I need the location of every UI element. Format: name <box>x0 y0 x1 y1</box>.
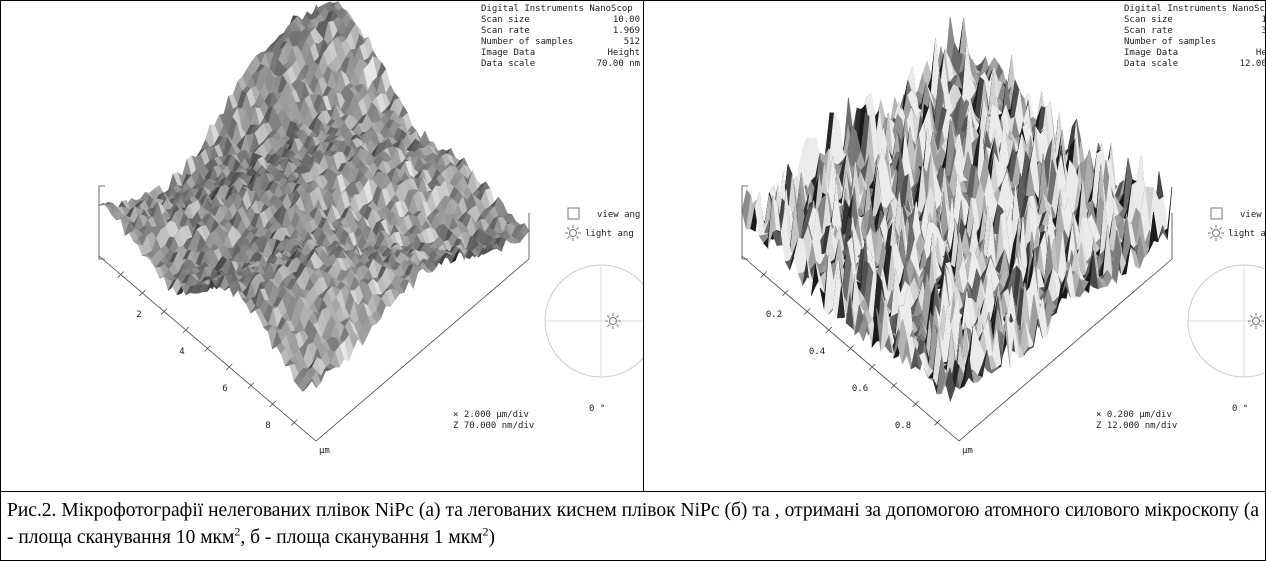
scale-label: Z 70.000 nm/div <box>453 421 534 431</box>
tick-label: 6 <box>222 384 227 394</box>
tick-label: 4 <box>179 347 184 357</box>
scale-label: × 0.200 µm/div <box>1096 410 1172 420</box>
sun-ray <box>567 237 569 239</box>
header-key: Scan size <box>481 15 530 25</box>
light-label: light ang <box>585 229 634 239</box>
header-key: Data scale <box>1124 59 1178 69</box>
header-value: 70.00 nm <box>597 59 640 69</box>
figure-row: 2 4 6 8 µm × 2.000 µm/divZ 70.000 nm/div Digit… <box>1 1 1265 492</box>
tick-label: 2 <box>136 310 141 320</box>
view-icon <box>568 208 579 219</box>
angle-label: 0 ° <box>589 404 605 414</box>
sun-ray <box>617 325 619 327</box>
tick-label: 8 <box>265 421 270 431</box>
header-value: 1.969 <box>613 26 640 36</box>
header-value: Height <box>607 48 640 58</box>
axis-unit: µm <box>962 446 973 456</box>
sun-ray <box>607 325 609 327</box>
tick-label: 0.8 <box>895 421 911 431</box>
caption-text: , б - площа сканування 1 мкм <box>240 527 482 548</box>
sun-ray <box>607 315 609 317</box>
header-key: Scan size <box>1124 15 1173 25</box>
header-title: Digital Instruments NanoScop <box>481 4 633 14</box>
caption-text: Рис.2. Мікрофотографії нелегованих пліво… <box>7 500 1259 548</box>
angle-label: 0 ° <box>1232 404 1248 414</box>
light-label: light an <box>1228 229 1265 239</box>
header-key: Image Data <box>481 48 535 58</box>
caption-text: ) <box>489 527 496 548</box>
header-value: 3.05 <box>1261 26 1265 36</box>
header-value: 1.00 <box>1261 15 1265 25</box>
panel-b: 0.2 0.4 0.6 0.8 µm × 0.200 µm/divZ 12.000 nm/… <box>644 1 1265 491</box>
scale-label: × 2.000 µm/div <box>453 410 529 420</box>
header-key: Number of samples <box>1124 37 1216 47</box>
sun-ray <box>1250 325 1252 327</box>
tick-label: 0.2 <box>766 310 782 320</box>
surface <box>99 2 529 392</box>
sun-ray <box>617 315 619 317</box>
sun-ray <box>1220 237 1222 239</box>
sun-ray <box>1250 315 1252 317</box>
sun-icon <box>570 230 577 237</box>
axis-unit: µm <box>319 446 330 456</box>
sun-ray <box>1220 227 1222 229</box>
header-key: Number of samples <box>481 37 573 47</box>
header-title: Digital Instruments NanoSc <box>1124 4 1265 14</box>
panel-a: 2 4 6 8 µm × 2.000 µm/divZ 70.000 nm/div Digit… <box>1 1 644 491</box>
header-value: Heigh <box>1256 48 1265 58</box>
sun-ray <box>1260 315 1262 317</box>
sun-ray <box>1210 237 1212 239</box>
surface <box>742 17 1172 401</box>
afm-image: 0.2 0.4 0.6 0.8 µm × 0.200 µm/divZ 12.000 nm/… <box>644 1 1265 491</box>
sun-ray <box>1260 325 1262 327</box>
figure-frame: 2 4 6 8 µm × 2.000 µm/divZ 70.000 nm/div Digit… <box>0 0 1266 561</box>
header-key: Scan rate <box>1124 26 1173 36</box>
header-value: 12.00 nm <box>1240 59 1265 69</box>
header-value: 10.00 <box>613 15 640 25</box>
view-label: view an <box>1240 210 1265 220</box>
caption: Рис.2. Мікрофотографії нелегованих пліво… <box>7 497 1259 551</box>
afm-image: 2 4 6 8 µm × 2.000 µm/divZ 70.000 nm/div Digit… <box>1 1 643 491</box>
scale-label: Z 12.000 nm/div <box>1096 421 1177 431</box>
z-axis <box>99 186 105 259</box>
sun-ray <box>577 237 579 239</box>
sun-ray <box>567 227 569 229</box>
sun-ray <box>577 227 579 229</box>
header-key: Data scale <box>481 59 535 69</box>
sun-ray <box>1210 227 1212 229</box>
view-icon <box>1211 208 1222 219</box>
view-label: view ang <box>597 210 640 220</box>
tick-label: 0.6 <box>852 384 868 394</box>
tick-label: 0.4 <box>809 347 825 357</box>
sun-icon <box>1213 230 1220 237</box>
header-key: Scan rate <box>481 26 530 36</box>
header-value: 512 <box>624 37 640 47</box>
header-key: Image Data <box>1124 48 1178 58</box>
